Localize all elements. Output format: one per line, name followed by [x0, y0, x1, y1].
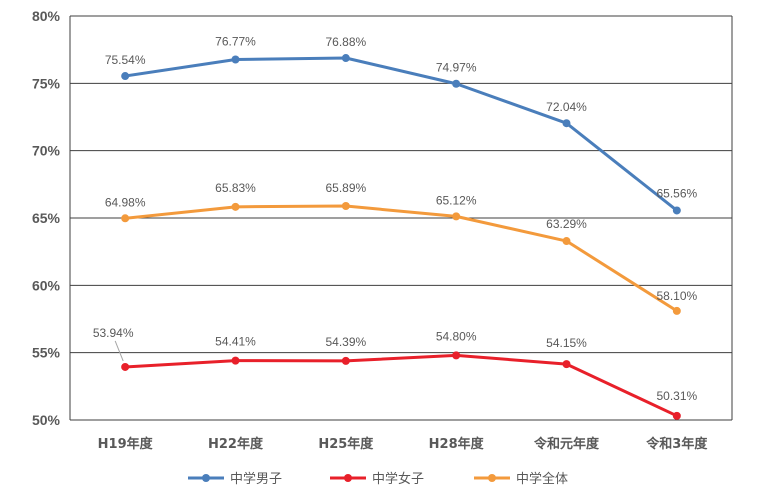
axes: [69, 16, 733, 420]
series-group: [121, 54, 681, 420]
data-point: [121, 214, 130, 223]
legend-marker: [202, 474, 210, 482]
data-labels: 75.54% 76.77% 76.88% 74.97% 72.04% 65.56% 53.9…: [93, 34, 698, 402]
data-point: [121, 72, 130, 81]
data-label: 64.98%: [105, 195, 146, 209]
data-label: 76.88%: [325, 35, 366, 49]
data-point: [672, 411, 681, 420]
label-leader-line: [114, 340, 124, 362]
data-label: 65.56%: [656, 186, 697, 200]
data-label: 72.04%: [546, 100, 587, 114]
data-label: 58.10%: [656, 289, 697, 303]
y-tick-label: 70%: [32, 143, 61, 159]
data-label: 65.83%: [215, 181, 256, 195]
legend-label: 中学全体: [516, 471, 568, 487]
data-point: [672, 306, 681, 315]
x-tick-label: H22年度: [208, 436, 264, 452]
y-tick-label: 80%: [32, 8, 61, 24]
data-point: [562, 237, 571, 246]
data-label: 63.29%: [546, 217, 587, 231]
legend: 中学男子 中学女子 中学全体: [188, 471, 568, 487]
y-axis-ticks: 50% 55% 60% 65% 70% 75% 80%: [32, 8, 61, 428]
x-tick-label: H25年度: [318, 436, 374, 452]
y-tick-label: 75%: [32, 75, 61, 91]
data-label: 65.12%: [436, 193, 477, 207]
data-label: 54.41%: [215, 335, 256, 349]
data-label: 50.31%: [656, 389, 697, 403]
data-label: 54.80%: [436, 329, 477, 343]
series-line-3: [125, 204, 678, 313]
data-point: [452, 79, 461, 88]
data-label: 76.77%: [215, 34, 256, 48]
data-point: [121, 362, 130, 371]
data-point: [341, 54, 350, 63]
data-label: 65.89%: [325, 181, 366, 195]
x-tick-label: H28年度: [429, 436, 485, 452]
x-tick-label: 令和3年度: [646, 436, 708, 452]
y-tick-label: 65%: [32, 210, 61, 226]
data-label: 53.94%: [93, 326, 134, 340]
x-tick-label: H19年度: [98, 436, 154, 452]
series-line-1: [124, 56, 678, 212]
data-point: [562, 360, 571, 369]
y-tick-label: 55%: [32, 345, 61, 361]
legend-label: 中学女子: [372, 471, 424, 487]
y-tick-label: 50%: [32, 412, 61, 428]
series-line-2: [125, 353, 678, 418]
data-point: [231, 356, 240, 365]
data-point: [672, 206, 681, 215]
data-label: 75.54%: [105, 53, 146, 67]
data-point: [341, 202, 350, 211]
y-tick-label: 60%: [32, 277, 61, 293]
x-tick-label: 令和元年度: [534, 436, 600, 452]
data-point: [231, 202, 240, 211]
legend-label: 中学男子: [230, 471, 282, 487]
data-label: 54.39%: [325, 335, 366, 349]
data-point: [231, 55, 240, 64]
legend-marker: [488, 474, 496, 482]
data-point: [452, 351, 461, 360]
data-point: [562, 119, 571, 128]
data-label: 54.15%: [546, 336, 587, 350]
data-point: [341, 356, 350, 365]
x-axis-ticks: H19年度 H22年度 H25年度 H28年度 令和元年度 令和3年度: [98, 436, 709, 452]
data-label: 74.97%: [436, 61, 477, 75]
grid-lines: [70, 15, 732, 421]
legend-marker: [344, 474, 352, 482]
data-point: [452, 212, 461, 221]
